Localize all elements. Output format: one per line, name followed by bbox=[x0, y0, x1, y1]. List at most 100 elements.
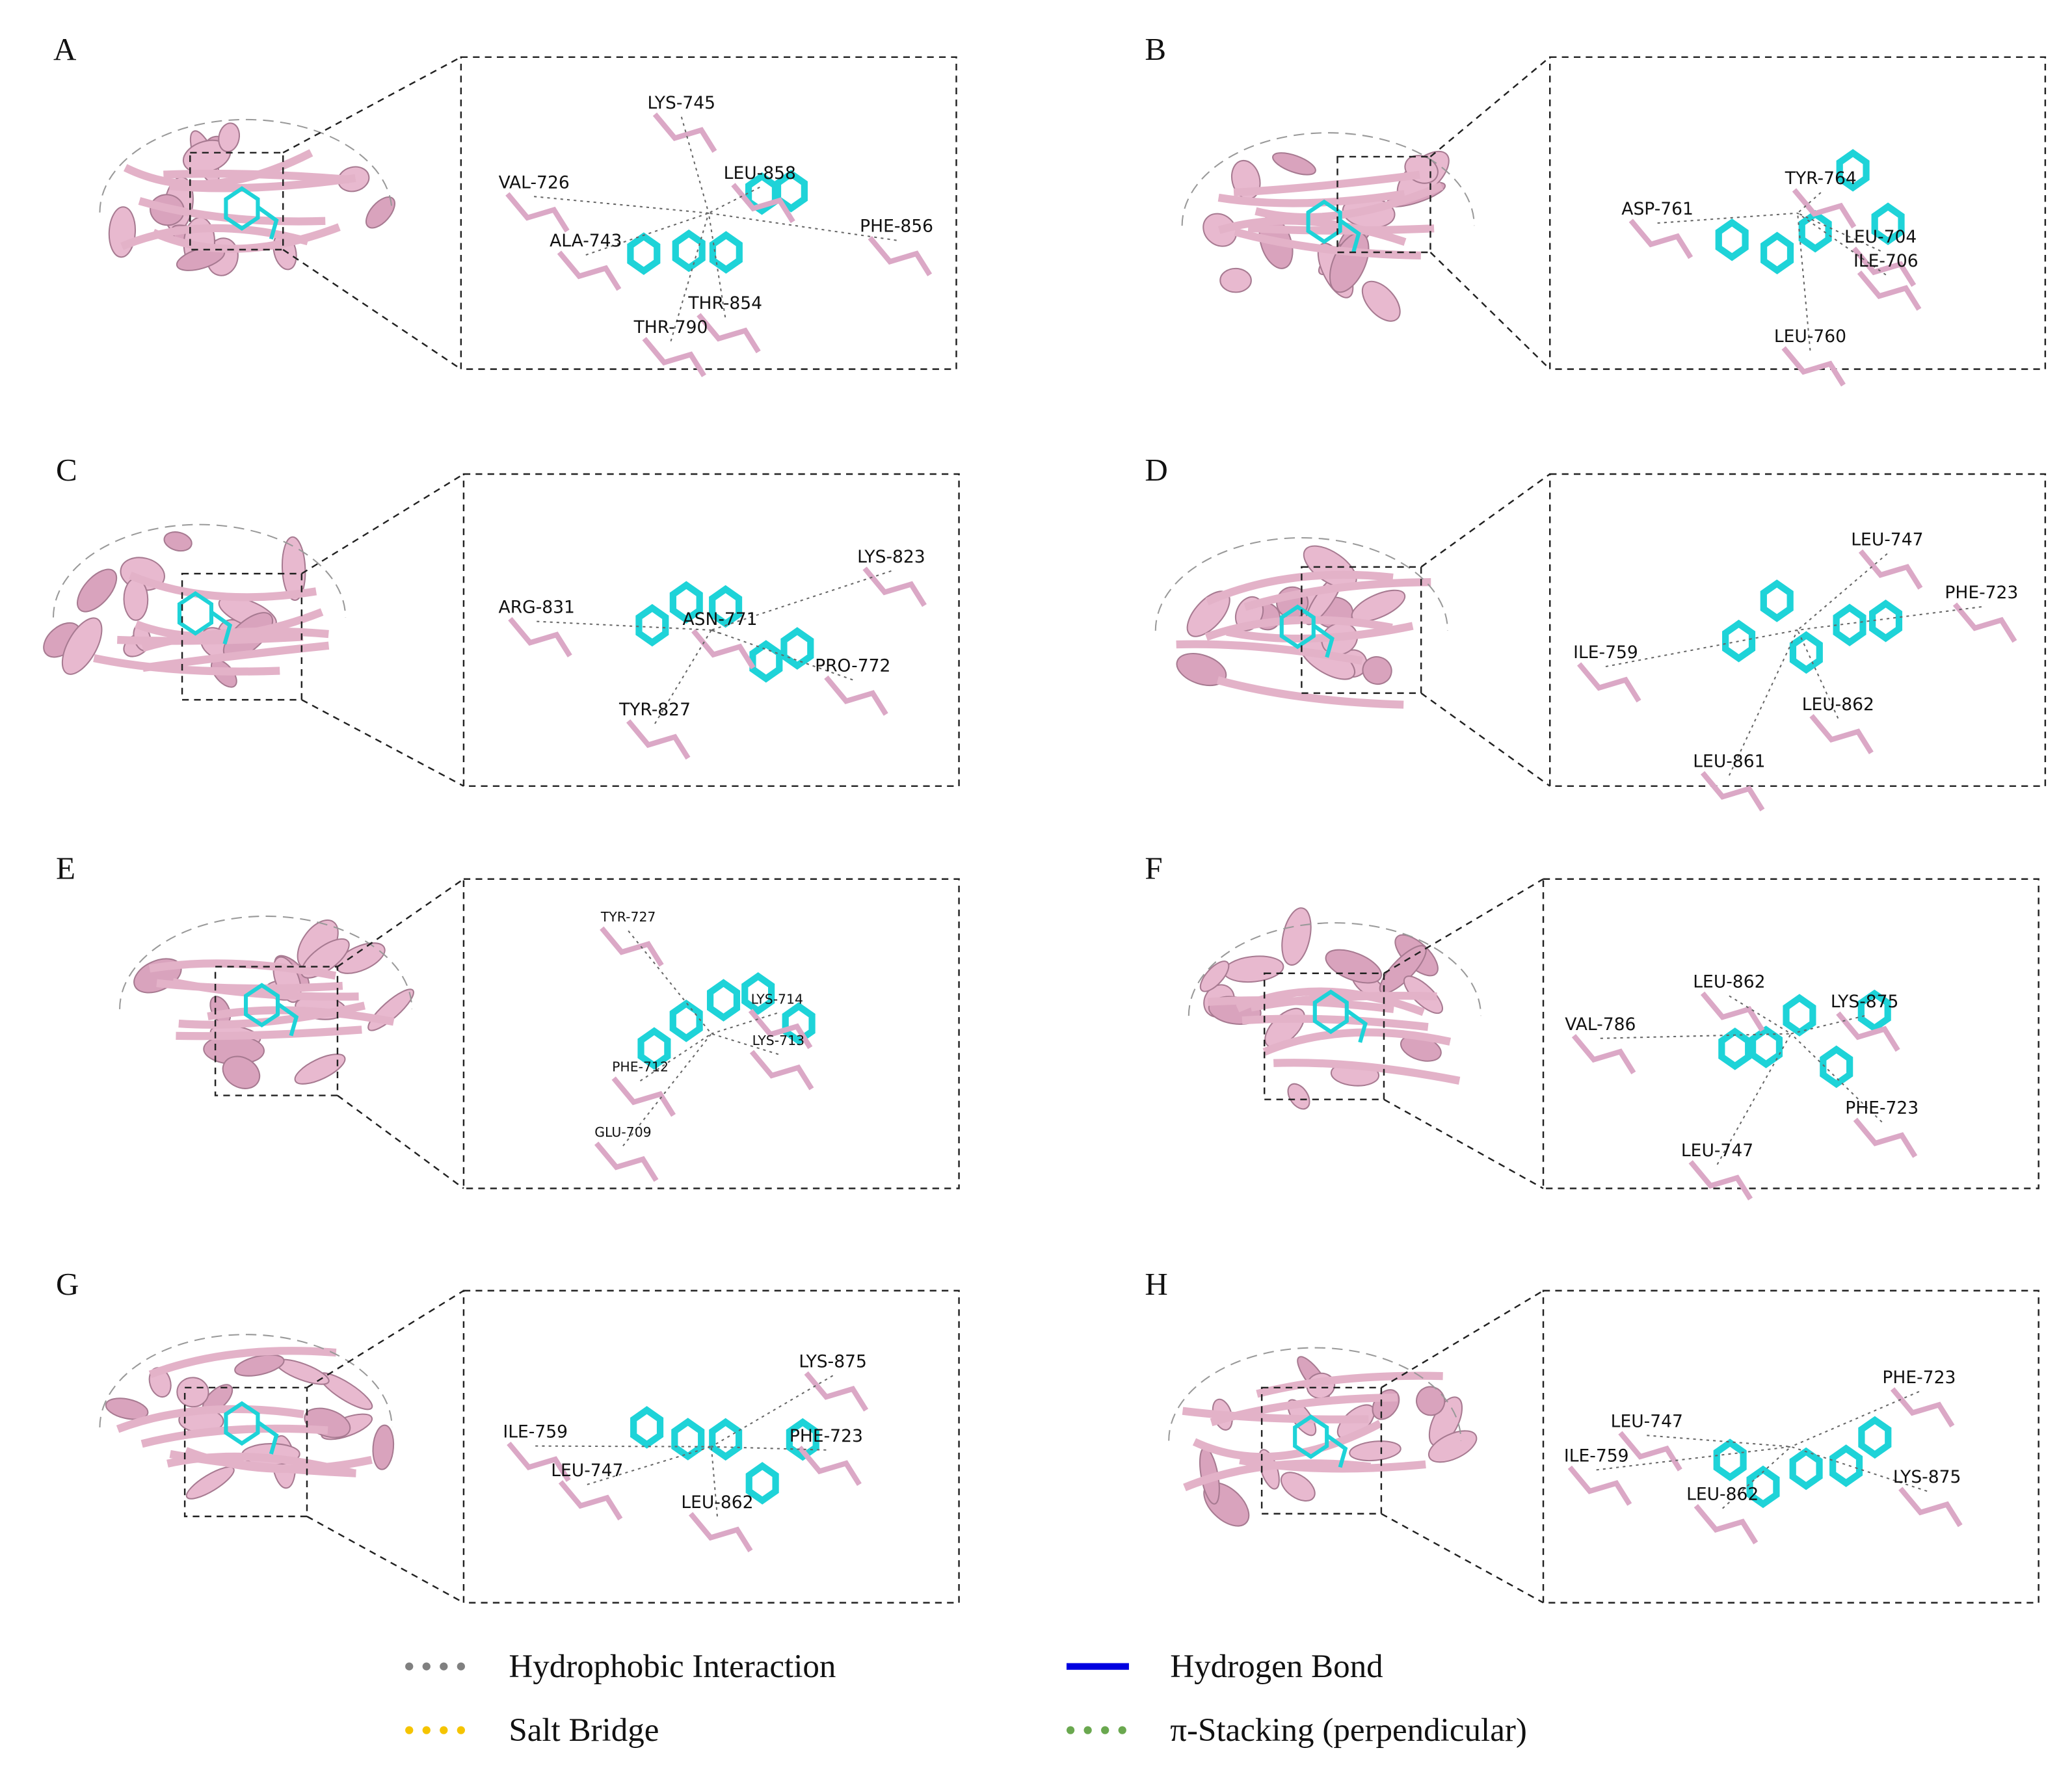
ligand-ring bbox=[1789, 631, 1823, 674]
strand bbox=[148, 1347, 337, 1379]
ligand-ring bbox=[637, 1027, 671, 1070]
interaction bbox=[1647, 1435, 1791, 1448]
interaction bbox=[710, 1446, 718, 1516]
residue-label: LEU-861 bbox=[1693, 752, 1765, 772]
interaction bbox=[1600, 1033, 1791, 1039]
interaction bbox=[711, 1013, 778, 1035]
strand bbox=[163, 169, 350, 184]
ligand-ring bbox=[780, 627, 814, 670]
ligand-ring bbox=[706, 979, 741, 1022]
helix bbox=[185, 1466, 235, 1500]
zoom-connector bbox=[1420, 473, 1550, 568]
interaction bbox=[708, 186, 760, 214]
zoom-connector bbox=[1420, 692, 1550, 787]
detail-box bbox=[1548, 473, 2047, 788]
ligand-ring bbox=[1760, 232, 1794, 274]
residue-stick bbox=[1952, 602, 2017, 643]
interaction bbox=[587, 1446, 712, 1485]
interaction bbox=[535, 1445, 711, 1448]
residue-label: ARG-831 bbox=[499, 598, 575, 618]
residue-stick bbox=[611, 1076, 676, 1117]
ligand-ring bbox=[741, 972, 775, 1015]
zoom-connector bbox=[1381, 1290, 1544, 1388]
residue-label: LYS-875 bbox=[1893, 1467, 1961, 1487]
residue-stick bbox=[1700, 771, 1765, 812]
ligand-ring bbox=[1836, 149, 1870, 192]
strand bbox=[1192, 1420, 1383, 1461]
ligand-ring bbox=[630, 1406, 664, 1449]
residue-stick bbox=[652, 112, 717, 153]
residue-stick bbox=[1567, 1465, 1632, 1506]
panel-letter: D bbox=[1145, 452, 1167, 488]
strand bbox=[1176, 640, 1363, 665]
zoom-connector bbox=[1429, 252, 1551, 370]
helix bbox=[1280, 1472, 1316, 1502]
ligand-ring bbox=[1783, 994, 1816, 1037]
interaction bbox=[534, 196, 709, 214]
detail-box bbox=[462, 878, 960, 1189]
residue-label: TYR-827 bbox=[618, 700, 691, 720]
legend-swatch bbox=[1066, 1726, 1075, 1734]
residue-label: LEU-747 bbox=[551, 1461, 623, 1481]
residue-stick bbox=[1836, 1011, 1900, 1052]
strand bbox=[140, 1424, 328, 1448]
residue-stick bbox=[804, 1371, 869, 1412]
helix bbox=[163, 531, 193, 552]
ligand-ring bbox=[745, 1462, 779, 1505]
detail-box bbox=[1542, 878, 2039, 1189]
ligand-ring bbox=[669, 581, 703, 624]
residue-stick bbox=[1890, 1387, 1955, 1428]
legend-swatch bbox=[457, 1726, 465, 1734]
residue-stick bbox=[626, 719, 691, 760]
ligand-ring bbox=[1713, 1438, 1747, 1481]
interaction bbox=[654, 629, 712, 724]
interaction bbox=[1797, 192, 1822, 214]
ligand-ring bbox=[1718, 1027, 1752, 1070]
helix bbox=[1223, 955, 1284, 983]
residue-label: ASN-771 bbox=[682, 609, 757, 629]
helix bbox=[372, 1424, 395, 1470]
residue-label: LEU-747 bbox=[1851, 530, 1923, 550]
residue-stick bbox=[824, 675, 888, 716]
residue-stick bbox=[688, 1512, 753, 1553]
helix bbox=[367, 988, 414, 1031]
residue-label: LEU-760 bbox=[1774, 326, 1846, 347]
zoom-region bbox=[1336, 155, 1431, 254]
residue-stick bbox=[1577, 662, 1641, 703]
ligand-ring bbox=[709, 1418, 743, 1461]
residue-stick bbox=[1700, 991, 1765, 1032]
panel: C LYS-823 ARG-831 ASN-771 PRO-772 TYR-827 bbox=[43, 452, 960, 788]
ligand-ring bbox=[709, 585, 743, 628]
zoom-region bbox=[1301, 566, 1422, 695]
strand bbox=[1205, 570, 1394, 605]
ligand-ring bbox=[1871, 202, 1905, 245]
residue-label: ILE-759 bbox=[1564, 1446, 1629, 1466]
residue-label: VAL-726 bbox=[499, 172, 570, 192]
zoom-connector bbox=[1429, 56, 1551, 157]
interaction bbox=[537, 620, 711, 631]
residue-label: PHE-723 bbox=[1945, 583, 2018, 603]
loop bbox=[99, 1334, 393, 1428]
residue-stick bbox=[1898, 1487, 1963, 1528]
residue-stick bbox=[868, 235, 933, 276]
panel: F LYS-875 LEU-862 VAL-786 PHE-723 LEU-747 bbox=[1145, 851, 2039, 1201]
ligand bbox=[177, 591, 233, 645]
ligand-ring bbox=[635, 603, 669, 647]
interaction bbox=[1728, 629, 1798, 776]
interaction bbox=[1797, 606, 1982, 631]
zoom-connector bbox=[337, 1094, 464, 1189]
strand bbox=[1182, 1407, 1369, 1423]
interaction bbox=[1790, 1033, 1883, 1123]
ligand bbox=[243, 983, 299, 1037]
interaction bbox=[585, 212, 709, 256]
residue-stick bbox=[508, 616, 572, 657]
residue-label: ASP-761 bbox=[1621, 199, 1693, 219]
strand bbox=[1247, 224, 1435, 235]
ligand-ring bbox=[1715, 218, 1749, 261]
interaction bbox=[628, 930, 712, 1035]
residue-stick bbox=[1857, 270, 1922, 311]
zoom-connector bbox=[1383, 878, 1544, 974]
helix bbox=[1287, 1083, 1310, 1110]
strand bbox=[176, 1026, 362, 1040]
loop bbox=[99, 118, 393, 213]
